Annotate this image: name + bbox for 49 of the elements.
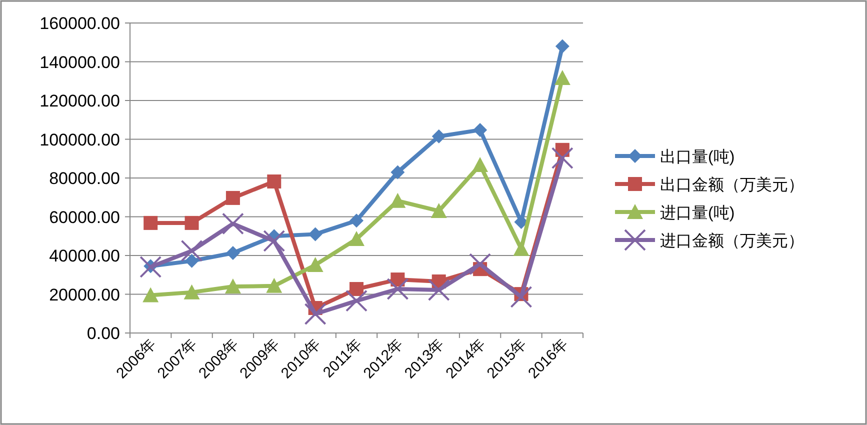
point [140,256,162,278]
legend-label: 进口金额（万美元） [660,232,804,250]
point [184,254,199,268]
legend-label: 出口量(吨) [660,148,735,166]
point [184,216,199,230]
point [224,278,241,294]
point [266,278,282,293]
point [554,70,570,86]
point [180,240,203,262]
point [222,212,244,235]
point [513,240,530,256]
point [469,253,492,276]
point [142,287,159,302]
point [428,278,450,301]
y-tick-label: 100000.00 [40,130,120,150]
y-tick-label: 20000.00 [49,285,120,304]
point [144,216,158,230]
point [348,231,364,246]
point [390,165,405,180]
point [350,214,364,228]
point [226,246,240,260]
y-tick-label: 80000.00 [49,169,120,188]
point [510,286,532,308]
point [350,282,364,296]
point [430,202,447,218]
point [346,290,368,312]
point [514,214,528,229]
point [473,122,488,137]
point [555,39,570,54]
point [263,230,286,252]
point [551,147,574,170]
y-tick-label: 120000.00 [40,92,120,110]
y-tick-label: 0.00 [86,324,120,343]
y-tick-label: 140000.00 [40,52,120,72]
y-tick-label: 40000.00 [49,246,120,266]
point [390,192,406,208]
y-tick-label: 60000.00 [49,208,120,227]
point [432,129,446,144]
legend-label: 出口金额（万美元） [660,176,804,194]
point [307,256,324,272]
point [226,190,240,205]
point [304,303,326,326]
point [386,278,409,300]
legend-label: 进口量(吨) [660,204,735,222]
point [184,284,200,300]
point [472,157,488,172]
y-tick-label: 160000.00 [40,14,120,33]
point [308,227,322,242]
point [267,174,282,188]
